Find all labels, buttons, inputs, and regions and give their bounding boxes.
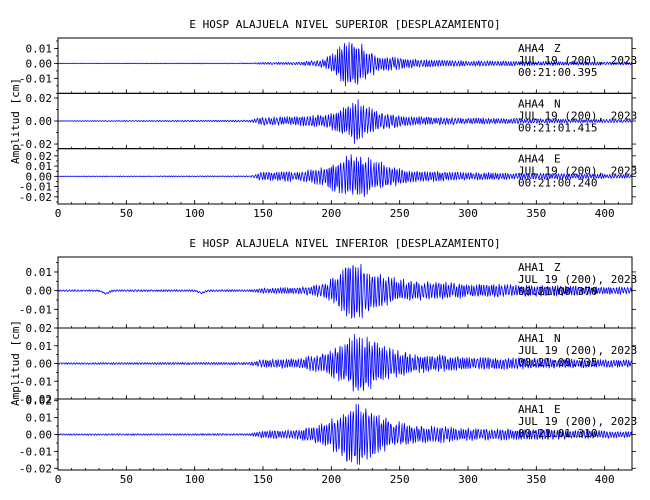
x-tick-label: 400	[595, 473, 615, 486]
x-tick-label: 200	[321, 207, 341, 220]
x-tick-label: 300	[458, 207, 478, 220]
y-tick-label: -0.01	[19, 181, 52, 194]
x-tick-label: 300	[458, 473, 478, 486]
y-tick-label: 0.01	[26, 412, 53, 425]
x-tick-label: 0	[55, 207, 62, 220]
x-tick-label: 200	[321, 473, 341, 486]
x-tick-label: 100	[185, 473, 205, 486]
y-tick-label: -0.02	[19, 462, 52, 475]
y-tick-label: 0.01	[26, 340, 53, 353]
x-tick-label: 350	[526, 473, 546, 486]
y-tick-label: 0.02	[26, 92, 53, 105]
x-tick-label: 100	[185, 207, 205, 220]
y-tick-label: -0.01	[19, 445, 52, 458]
waveform-trace	[58, 42, 633, 87]
x-tick-label: 0	[55, 473, 62, 486]
time-label: 00:21:00.370	[518, 285, 597, 298]
time-label: 00:21:01.310	[518, 427, 597, 440]
y-tick-label: 0.01	[26, 160, 53, 173]
station-label: AHA1	[518, 332, 545, 345]
date-label: JUL 19 (200), 2023	[518, 109, 637, 122]
x-tick-label: 250	[390, 207, 410, 220]
y-tick-label: -0.02	[19, 138, 52, 151]
time-label: 00:21:00.395	[518, 66, 597, 79]
component-label: Z	[554, 42, 561, 55]
y-tick-label: -0.01	[19, 375, 52, 388]
component-label: E	[554, 403, 561, 416]
component-label: Z	[554, 261, 561, 274]
y-tick-label: 0.00	[26, 170, 53, 183]
y-tick-label: 0.00	[26, 429, 53, 442]
x-tick-label: 50	[120, 473, 133, 486]
time-label: 00:21:00.735	[518, 356, 597, 369]
waveform-trace	[57, 403, 633, 465]
date-label: JUL 19 (200), 2023	[518, 165, 637, 178]
y-tick-label: 0.02	[26, 322, 53, 335]
y-tick-label: -0.02	[19, 393, 52, 406]
date-label: JUL 19 (200), 2023	[518, 415, 637, 428]
y-tick-label: 0.00	[26, 358, 53, 371]
waveform-trace	[57, 99, 633, 145]
waveform-trace	[57, 333, 633, 392]
station-label: AHA1	[518, 403, 545, 416]
time-label: 00:21:01.415	[518, 121, 597, 134]
x-tick-label: 150	[253, 207, 273, 220]
y-tick-label: 0.01	[26, 266, 53, 279]
component-label: N	[554, 97, 561, 110]
waveform-trace	[57, 263, 633, 319]
y-tick-label: -0.02	[19, 191, 52, 204]
y-tick-label: 0.00	[26, 115, 53, 128]
x-tick-label: 250	[390, 473, 410, 486]
component-label: N	[554, 332, 561, 345]
date-label: JUL 19 (200), 2023	[518, 273, 637, 286]
y-tick-label: -0.01	[19, 303, 52, 316]
y-axis-label: Amplitud [cm]	[9, 78, 22, 164]
component-label: E	[554, 153, 561, 166]
x-tick-label: 150	[253, 473, 273, 486]
x-tick-label: 350	[526, 207, 546, 220]
station-label: AHA4	[518, 97, 545, 110]
y-tick-label: 0.00	[26, 57, 53, 70]
time-label: 00:21:00.240	[518, 177, 597, 190]
y-tick-label: 0.00	[26, 285, 53, 298]
date-label: JUL 19 (200), 2023	[518, 344, 637, 357]
y-axis-label: Amplitud [cm]	[9, 320, 22, 406]
chart-group-2: E HOSP ALAJUELA NIVEL INFERIOR [DESPLAZA…	[9, 237, 637, 486]
chart-title: E HOSP ALAJUELA NIVEL INFERIOR [DESPLAZA…	[189, 237, 500, 250]
y-tick-label: 0.02	[26, 150, 53, 163]
station-label: AHA1	[518, 261, 545, 274]
waveform-trace	[58, 154, 633, 198]
y-tick-label: 0.02	[26, 395, 53, 408]
station-label: AHA4	[518, 153, 545, 166]
chart-group-1: E HOSP ALAJUELA NIVEL SUPERIOR [DESPLAZA…	[9, 18, 637, 220]
date-label: JUL 19 (200), 2023	[518, 54, 637, 67]
y-tick-label: -0.01	[19, 72, 52, 85]
x-tick-label: 50	[120, 207, 133, 220]
y-tick-label: 0.01	[26, 42, 53, 55]
station-label: AHA4	[518, 42, 545, 55]
chart-title: E HOSP ALAJUELA NIVEL SUPERIOR [DESPLAZA…	[189, 18, 500, 31]
x-tick-label: 400	[595, 207, 615, 220]
